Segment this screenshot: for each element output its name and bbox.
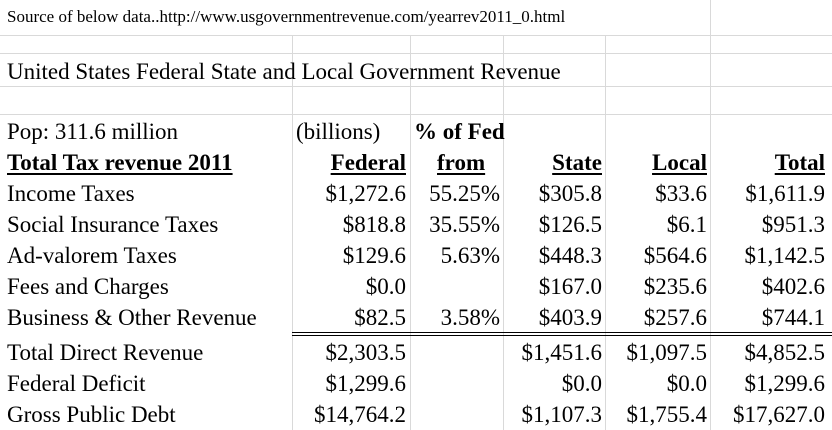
gridline [0, 53, 832, 54]
cell-federal: $1,272.6 [325, 181, 407, 206]
cell-total: $402.6 [761, 274, 825, 299]
gridline [0, 114, 832, 115]
gridline [0, 35, 832, 36]
pct-header: % of Fed [414, 119, 505, 144]
cell-state: $167.0 [538, 274, 602, 299]
cell-federal: $82.5 [354, 305, 406, 330]
cell-local: $235.6 [643, 274, 707, 299]
cell-state: $126.5 [538, 212, 602, 237]
header-label: Total Tax revenue 2011 [7, 150, 233, 175]
row-label: Ad-valorem Taxes [7, 243, 177, 268]
cell-local: $564.6 [643, 243, 707, 268]
header-from: from [437, 150, 486, 175]
gridline [0, 86, 832, 87]
cell-total: $951.3 [761, 212, 825, 237]
cell-local: $257.6 [643, 305, 707, 330]
row-label: Business & Other Revenue [7, 305, 257, 330]
gridline [710, 0, 711, 430]
cell-state: $0.0 [561, 371, 602, 396]
cell-state: $1,451.6 [521, 340, 603, 365]
cell-state: $1,107.3 [521, 402, 603, 427]
page-title: United States Federal State and Local Go… [7, 59, 561, 84]
row-label: Federal Deficit [7, 371, 146, 396]
row-label: Fees and Charges [7, 274, 169, 299]
cell-pct: 35.55% [429, 212, 500, 237]
cell-total: $1,299.6 [744, 371, 826, 396]
cell-federal: $2,303.5 [325, 340, 407, 365]
row-label: Total Direct Revenue [7, 340, 204, 365]
total-rule-top [292, 332, 832, 333]
cell-federal: $14,764.2 [314, 402, 406, 427]
cell-federal: $129.6 [342, 243, 406, 268]
cell-local: $0.0 [666, 371, 707, 396]
cell-total: $1,611.9 [745, 181, 825, 206]
cell-state: $305.8 [538, 181, 602, 206]
cell-pct: 3.58% [440, 305, 500, 330]
cell-local: $33.6 [655, 181, 707, 206]
total-rule-bottom [292, 335, 832, 336]
population-label: Pop: 311.6 million [7, 119, 179, 144]
gridline [503, 35, 504, 430]
gridline [605, 35, 606, 430]
cell-pct: 5.63% [440, 243, 500, 268]
source-line: Source of below data..http://www.usgover… [7, 7, 566, 26]
row-label: Gross Public Debt [7, 402, 176, 427]
cell-total: $744.1 [761, 305, 825, 330]
cell-federal: $1,299.6 [325, 371, 407, 396]
header-local: Local [652, 150, 707, 175]
cell-state: $403.9 [538, 305, 602, 330]
cell-total: $17,627.0 [733, 402, 825, 427]
row-label: Social Insurance Taxes [7, 212, 219, 237]
header-federal: Federal [330, 150, 406, 175]
header-state: State [552, 150, 602, 175]
row-label: Income Taxes [7, 181, 135, 206]
cell-federal: $0.0 [365, 274, 406, 299]
cell-pct: 55.25% [429, 181, 500, 206]
cell-local: $6.1 [666, 212, 707, 237]
cell-total: $4,852.5 [744, 340, 826, 365]
cell-total: $1,142.5 [744, 243, 826, 268]
cell-local: $1,097.5 [626, 340, 708, 365]
gridline [292, 35, 293, 430]
header-total: Total [774, 150, 825, 175]
units-label: (billions) [296, 119, 381, 144]
cell-local: $1,755.4 [626, 402, 708, 427]
cell-federal: $818.8 [342, 212, 406, 237]
cell-state: $448.3 [538, 243, 602, 268]
gridline [410, 35, 411, 430]
